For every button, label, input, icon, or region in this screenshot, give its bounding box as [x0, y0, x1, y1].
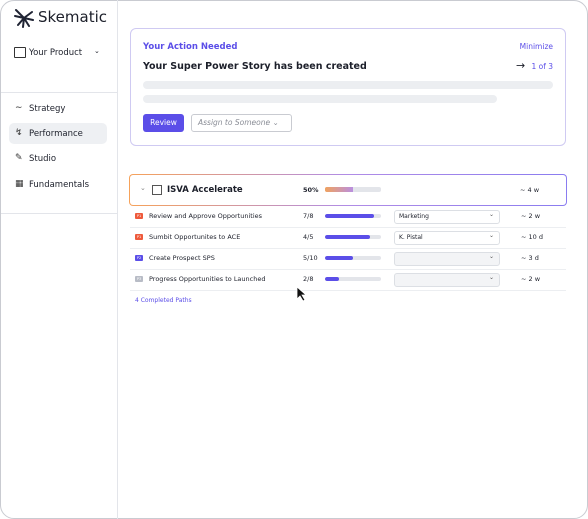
- path-row[interactable]: P3 Progress Opportunities to Launched 2/8 ⌄…: [130, 269, 566, 291]
- next-arrow[interactable]: →: [516, 59, 526, 72]
- card-message: Your Super Power Story has been created: [143, 61, 367, 72]
- path-title: ISVA Accelerate: [167, 185, 243, 195]
- priority-badge: P3: [135, 276, 143, 282]
- pager: 1 of 3: [531, 62, 553, 71]
- progress-track: [325, 256, 381, 260]
- progress-track: [325, 277, 381, 281]
- nav-item[interactable]: Studio: [29, 154, 57, 164]
- owner-select[interactable]: Marketing ⌄: [394, 210, 500, 224]
- priority-badge: P2: [135, 255, 143, 261]
- progress-track: [325, 214, 381, 218]
- minimize-link[interactable]: Minimize: [519, 42, 553, 51]
- owner-value: Marketing: [399, 213, 429, 220]
- chevron: ⌄: [488, 232, 494, 239]
- nav-icon: ∼: [15, 103, 23, 113]
- progress-fill: [325, 256, 353, 260]
- row-progress: 5/10: [303, 254, 318, 262]
- row-duration: ~ 2 w: [521, 212, 541, 220]
- nav-item[interactable]: Strategy: [29, 104, 66, 114]
- progress-track: [325, 235, 381, 239]
- row-name: Review and Approve Opportunities: [149, 212, 263, 220]
- path-icon: [152, 185, 162, 195]
- row-duration: ~ 3 d: [521, 254, 539, 262]
- assign-button[interactable]: Assign to Someone ⌄: [191, 114, 292, 132]
- owner-select[interactable]: ⌄: [394, 273, 500, 287]
- progress-fill: [325, 277, 339, 281]
- progress-track: [325, 187, 381, 192]
- logo-icon: [14, 9, 34, 28]
- row-progress: 4/5: [303, 233, 314, 241]
- row-duration: ~ 2 w: [521, 275, 541, 283]
- divider: [1, 213, 117, 214]
- divider: [1, 92, 117, 93]
- row-name: Sumbit Opportunites to ACE: [149, 233, 241, 241]
- progress-fill: [325, 187, 353, 192]
- path-row[interactable]: P1 Review and Approve Opportunities 7/8 Mar…: [130, 206, 566, 228]
- row-duration: ~ 10 d: [521, 233, 543, 241]
- sidebar-border: [117, 0, 118, 519]
- nav-active-bg: [9, 123, 107, 144]
- nav-icon: ▦: [15, 179, 24, 189]
- nav-icon: ✎: [15, 153, 23, 163]
- action-card: [130, 28, 566, 146]
- chevron: ⌄: [488, 274, 494, 281]
- nav-icon: ↯: [15, 128, 23, 138]
- row-name: Progress Opportunities to Launched: [149, 275, 266, 283]
- row-progress: 2/8: [303, 275, 314, 283]
- skeleton: [143, 95, 497, 103]
- path-duration: ~ 4 w: [520, 186, 540, 194]
- skeleton: [143, 81, 553, 89]
- chevron: ⌄: [488, 253, 494, 260]
- chevron: ⌄: [488, 211, 494, 218]
- progress-fill: [325, 235, 370, 239]
- brand: Skematic: [38, 8, 108, 26]
- product-select[interactable]: Your Product: [29, 48, 83, 58]
- nav-item[interactable]: Performance: [29, 129, 83, 139]
- priority-badge: P1: [135, 234, 143, 240]
- review-button[interactable]: Review: [143, 114, 184, 132]
- path-row[interactable]: P1 Sumbit Opportunites to ACE 4/5 K. Pistal…: [130, 227, 566, 249]
- priority-badge: P1: [135, 213, 143, 219]
- card-heading: Your Action Needed: [143, 42, 238, 52]
- path-row[interactable]: P2 Create Prospect SPS 5/10 ⌄ ~ 3 d: [130, 248, 566, 270]
- row-progress: 7/8: [303, 212, 314, 220]
- owner-select[interactable]: ⌄: [394, 252, 500, 266]
- product-icon: [14, 47, 26, 58]
- assign-label: Assign to Someone: [198, 118, 271, 127]
- progress-fill: [325, 214, 374, 218]
- owner-select[interactable]: K. Pistal ⌄: [394, 231, 500, 245]
- owner-value: K. Pistal: [399, 234, 423, 241]
- cursor: [296, 286, 308, 302]
- chevron: ⌄: [94, 47, 100, 55]
- row-name: Create Prospect SPS: [149, 254, 215, 262]
- collapse-icon[interactable]: ⌄: [140, 184, 146, 192]
- nav-item[interactable]: Fundamentals: [29, 180, 90, 190]
- path-progress: 50%: [303, 186, 319, 194]
- completed-link[interactable]: 4 Completed Paths: [135, 297, 192, 304]
